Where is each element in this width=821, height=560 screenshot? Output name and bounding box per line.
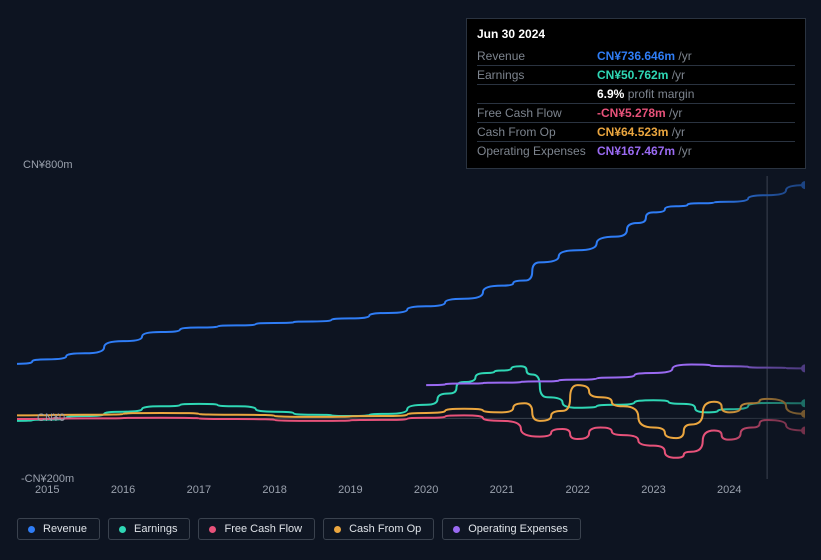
- series-end-dot: [801, 410, 805, 418]
- legend-dot-icon: [209, 526, 216, 533]
- tooltip-row-unit: /yr: [675, 144, 692, 158]
- tooltip-profit-margin-label: profit margin: [624, 87, 694, 101]
- legend-item-cash-from-op[interactable]: Cash From Op: [323, 518, 434, 540]
- legend-label: Free Cash Flow: [224, 523, 302, 535]
- financials-chart[interactable]: CN¥800mCN¥0-CN¥200m 20152016201720182019…: [17, 159, 805, 479]
- tooltip-row-unit: /yr: [668, 125, 685, 139]
- tooltip-row-unit: /yr: [675, 49, 692, 63]
- tooltip-row-value: -CN¥5.278m: [597, 106, 666, 120]
- series-end-dot: [801, 427, 805, 435]
- legend-dot-icon: [334, 526, 341, 533]
- series-operating-expenses: [426, 364, 805, 385]
- legend-label: Earnings: [134, 523, 177, 535]
- legend-item-operating-expenses[interactable]: Operating Expenses: [442, 518, 581, 540]
- chart-svg: [17, 159, 805, 479]
- x-axis-label: 2021: [490, 484, 514, 496]
- series-end-dot: [801, 399, 805, 407]
- tooltip-profit-margin-pct: 6.9%: [597, 87, 624, 101]
- tooltip-table: RevenueCN¥736.646m /yr EarningsCN¥50.762m…: [477, 47, 795, 160]
- tooltip-row-label: Earnings: [477, 66, 597, 85]
- legend-label: Revenue: [43, 523, 87, 535]
- legend-dot-icon: [28, 526, 35, 533]
- tooltip-date: Jun 30 2024: [477, 27, 795, 41]
- legend-item-free-cash-flow[interactable]: Free Cash Flow: [198, 518, 315, 540]
- legend-item-earnings[interactable]: Earnings: [108, 518, 190, 540]
- tooltip-row-label: Cash From Op: [477, 123, 597, 142]
- tooltip-row-label: Free Cash Flow: [477, 104, 597, 123]
- legend-dot-icon: [119, 526, 126, 533]
- legend-label: Cash From Op: [349, 523, 421, 535]
- x-axis-label: 2015: [35, 484, 59, 496]
- tooltip-row-value: CN¥736.646m: [597, 49, 675, 63]
- x-axis-label: 2024: [717, 484, 741, 496]
- legend-label: Operating Expenses: [468, 523, 568, 535]
- series-end-dot: [801, 181, 805, 189]
- x-axis-label: 2019: [338, 484, 362, 496]
- tooltip-row-unit: /yr: [666, 106, 683, 120]
- y-axis-label: CN¥0: [37, 412, 65, 424]
- series-free-cash-flow: [17, 415, 805, 457]
- legend-dot-icon: [453, 526, 460, 533]
- x-axis-label: 2018: [262, 484, 286, 496]
- tooltip-row-label: Operating Expenses: [477, 142, 597, 161]
- x-axis-label: 2016: [111, 484, 135, 496]
- x-axis-label: 2023: [641, 484, 665, 496]
- tooltip-row-unit: /yr: [668, 68, 685, 82]
- x-axis-label: 2022: [565, 484, 589, 496]
- x-axis-label: 2020: [414, 484, 438, 496]
- tooltip-row-value: CN¥167.467m: [597, 144, 675, 158]
- tooltip-row-value: CN¥50.762m: [597, 68, 668, 82]
- x-axis-label: 2017: [187, 484, 211, 496]
- tooltip-row-label: Revenue: [477, 47, 597, 66]
- tooltip-row-value: CN¥64.523m: [597, 125, 668, 139]
- series-end-dot: [801, 364, 805, 372]
- chart-legend: Revenue Earnings Free Cash Flow Cash From O…: [17, 518, 581, 540]
- legend-item-revenue[interactable]: Revenue: [17, 518, 100, 540]
- series-revenue: [17, 185, 805, 364]
- y-axis-label: CN¥800m: [23, 159, 73, 171]
- chart-tooltip: Jun 30 2024 RevenueCN¥736.646m /yr Earnin…: [466, 18, 806, 169]
